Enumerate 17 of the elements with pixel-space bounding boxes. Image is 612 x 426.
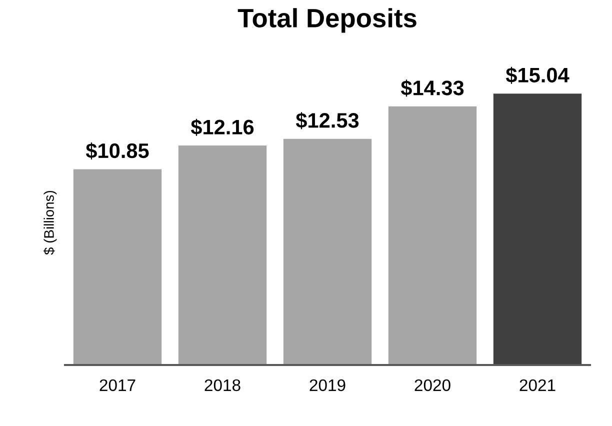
x-tick-label: 2019 bbox=[310, 379, 346, 392]
bar bbox=[178, 146, 267, 365]
x-tick-label: 2021 bbox=[520, 379, 556, 392]
data-label: $15.04 bbox=[506, 66, 570, 84]
data-label: $14.33 bbox=[400, 80, 464, 97]
data-label: $10.85 bbox=[86, 142, 149, 160]
data-label: $12.53 bbox=[296, 112, 359, 130]
y-axis-title: $ (Billions) bbox=[44, 190, 57, 255]
bar bbox=[388, 106, 477, 365]
x-tick-label: 2018 bbox=[204, 379, 240, 392]
bar bbox=[73, 169, 162, 365]
chart-title: Total Deposits bbox=[238, 8, 416, 33]
bar bbox=[493, 94, 582, 365]
x-tick-label: 2020 bbox=[414, 379, 450, 392]
x-tick-label: 2017 bbox=[100, 379, 136, 392]
data-label: $12.16 bbox=[190, 118, 254, 136]
bar bbox=[283, 138, 372, 365]
